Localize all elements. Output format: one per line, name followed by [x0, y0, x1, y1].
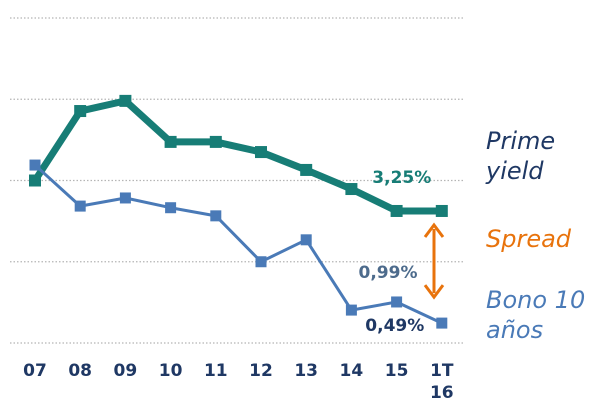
x-tick-label: 10: [158, 361, 183, 381]
marker: [345, 304, 357, 316]
x-tick-label: 11: [203, 361, 228, 381]
x-tick-label: 08: [68, 361, 93, 381]
marker: [435, 204, 448, 217]
marker: [29, 174, 41, 187]
marker: [255, 146, 267, 159]
marker: [210, 210, 222, 222]
marker: [74, 105, 87, 118]
marker: [29, 159, 41, 171]
x-tick-label: 12: [249, 361, 273, 381]
series-line: [32, 97, 442, 215]
value-label: 3,25%: [372, 167, 432, 188]
marker: [119, 94, 132, 107]
value-label: 0,49%: [365, 316, 425, 337]
marker: [165, 202, 177, 214]
marker: [119, 192, 131, 204]
marker: [390, 204, 403, 217]
marker: [391, 296, 403, 308]
marker: [436, 317, 448, 329]
marker: [209, 135, 222, 148]
series-line: [33, 163, 443, 325]
legend-label: Prime yield: [486, 127, 556, 185]
x-tick-label: 07: [23, 361, 47, 381]
marker: [300, 163, 313, 176]
marker: [345, 183, 358, 196]
arrow-head: [423, 284, 445, 300]
marker: [255, 256, 267, 268]
annotation: Spread: [486, 225, 572, 253]
x-tick-label: 15: [384, 361, 409, 381]
marker: [300, 234, 312, 246]
legend-label: Bono 10 años: [486, 286, 586, 344]
marker: [74, 200, 86, 212]
marker: [164, 135, 177, 148]
x-tick-label: 13: [294, 361, 319, 381]
x-tick-label: 14: [339, 361, 364, 381]
x-tick-label: 1T 16: [429, 361, 454, 403]
arrow-head: [423, 222, 445, 238]
annotation: 0,99%: [358, 263, 418, 283]
x-tick-label: 09: [113, 361, 138, 381]
